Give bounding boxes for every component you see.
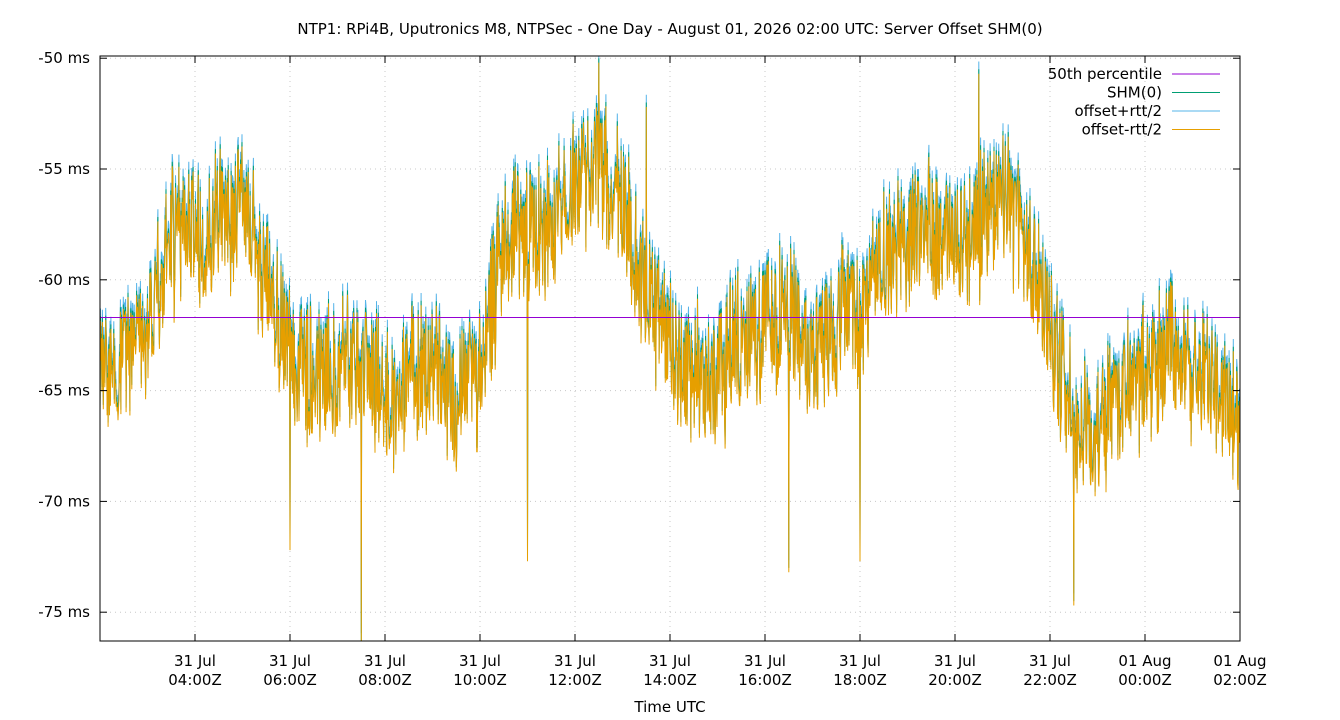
x-tick-time: 00:00Z xyxy=(1118,671,1172,689)
x-tick-time: 08:00Z xyxy=(358,671,412,689)
x-tick-date: 31 Jul xyxy=(174,652,216,670)
x-tick-date: 31 Jul xyxy=(1029,652,1071,670)
y-axis: -50 ms -55 ms -60 ms -65 ms -70 ms -75 ms xyxy=(38,49,1240,621)
x-tick-time: 12:00Z xyxy=(548,671,602,689)
y-tick-label: -65 ms xyxy=(38,382,90,400)
x-tick-date: 01 Aug xyxy=(1213,652,1266,670)
legend-label: SHM(0) xyxy=(1107,84,1162,102)
x-tick-time: 16:00Z xyxy=(738,671,792,689)
x-tick-date: 31 Jul xyxy=(554,652,596,670)
y-tick-label: -75 ms xyxy=(38,603,90,621)
x-tick-date: 31 Jul xyxy=(364,652,406,670)
legend-label: 50th percentile xyxy=(1048,65,1162,83)
x-tick-date: 31 Jul xyxy=(269,652,311,670)
legend-label: offset+rtt/2 xyxy=(1074,102,1162,120)
x-axis-label: Time UTC xyxy=(633,698,705,716)
x-tick-date: 31 Jul xyxy=(459,652,501,670)
chart-title: NTP1: RPi4B, Uputronics M8, NTPSec - One… xyxy=(297,20,1042,38)
series-offset-minus-rtt xyxy=(99,62,1241,642)
x-tick-time: 18:00Z xyxy=(833,671,887,689)
x-tick-time: 22:00Z xyxy=(1023,671,1077,689)
x-tick-time: 04:00Z xyxy=(168,671,222,689)
x-tick-time: 06:00Z xyxy=(263,671,317,689)
x-tick-date: 01 Aug xyxy=(1118,652,1171,670)
y-tick-label: -70 ms xyxy=(38,492,90,510)
x-tick-date: 31 Jul xyxy=(934,652,976,670)
x-tick-date: 31 Jul xyxy=(744,652,786,670)
series-layer xyxy=(99,55,1241,642)
x-tick-time: 20:00Z xyxy=(928,671,982,689)
legend: 50th percentileSHM(0)offset+rtt/2offset-… xyxy=(1048,65,1220,139)
x-tick-date: 31 Jul xyxy=(649,652,691,670)
x-tick-time: 14:00Z xyxy=(643,671,697,689)
y-tick-label: -50 ms xyxy=(38,49,90,67)
x-tick-time: 10:00Z xyxy=(453,671,507,689)
x-tick-time: 02:00Z xyxy=(1213,671,1267,689)
x-tick-date: 31 Jul xyxy=(839,652,881,670)
y-tick-label: -60 ms xyxy=(38,271,90,289)
legend-label: offset-rtt/2 xyxy=(1082,121,1162,139)
y-tick-label: -55 ms xyxy=(38,160,90,178)
